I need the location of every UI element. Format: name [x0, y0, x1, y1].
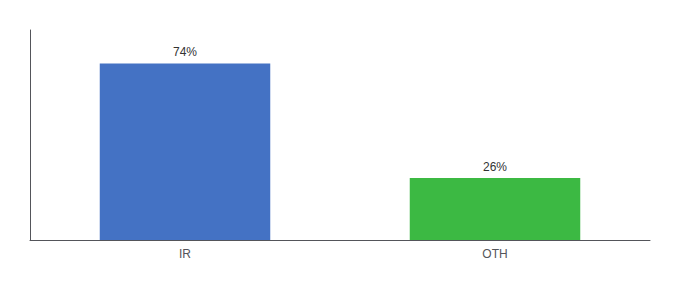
svg-text:OTH: OTH: [482, 247, 507, 261]
svg-text:74%: 74%: [173, 45, 197, 59]
svg-text:26%: 26%: [483, 160, 507, 174]
svg-text:IR: IR: [179, 247, 191, 261]
